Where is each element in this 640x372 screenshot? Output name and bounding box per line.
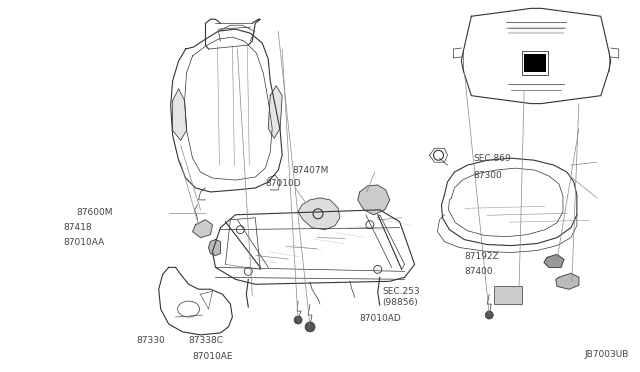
Polygon shape	[358, 185, 390, 215]
Text: 87300: 87300	[474, 171, 502, 180]
Text: 87600M: 87600M	[76, 208, 113, 217]
Text: 87400: 87400	[465, 267, 493, 276]
Text: SEC.253
(98856): SEC.253 (98856)	[383, 288, 420, 307]
Polygon shape	[298, 198, 340, 230]
Text: 87010AA: 87010AA	[63, 238, 104, 247]
Text: 87010AD: 87010AD	[360, 314, 401, 324]
Polygon shape	[556, 273, 579, 289]
Text: 87338C: 87338C	[189, 336, 223, 345]
Text: 87010D: 87010D	[265, 179, 301, 187]
Text: 87407M: 87407M	[292, 166, 328, 174]
Bar	[524, 54, 546, 72]
Text: 87010AE: 87010AE	[192, 352, 233, 361]
Text: 87418: 87418	[63, 223, 92, 232]
Polygon shape	[544, 254, 564, 267]
Text: JB7003UB: JB7003UB	[584, 350, 628, 359]
Circle shape	[305, 322, 315, 332]
Bar	[522, 51, 548, 75]
Polygon shape	[173, 89, 187, 140]
Circle shape	[294, 316, 302, 324]
Polygon shape	[268, 86, 282, 138]
Polygon shape	[193, 220, 212, 238]
Bar	[494, 286, 522, 304]
Polygon shape	[209, 240, 220, 256]
Text: 87330: 87330	[137, 336, 166, 345]
Text: SEC.869: SEC.869	[474, 154, 511, 163]
Circle shape	[485, 311, 493, 319]
Text: 87192Z: 87192Z	[465, 252, 499, 261]
